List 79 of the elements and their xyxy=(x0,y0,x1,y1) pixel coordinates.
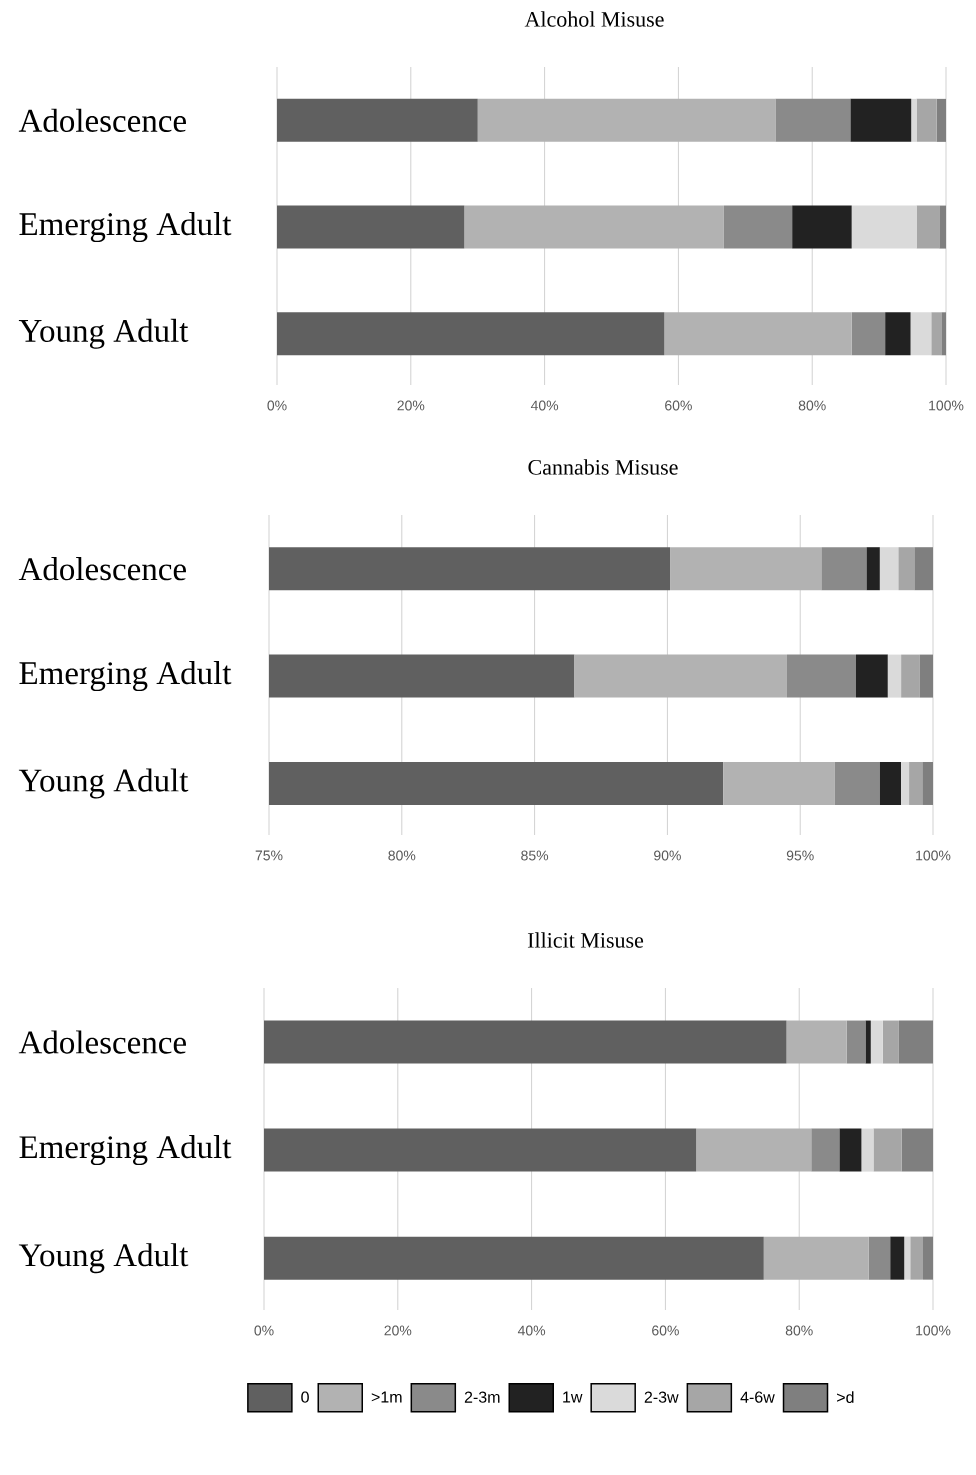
bar xyxy=(931,312,942,356)
bar xyxy=(664,312,852,356)
legend-label: 4-6w xyxy=(740,1391,775,1403)
bar xyxy=(939,205,947,249)
x-tick-label: 80% xyxy=(785,1325,813,1336)
bar xyxy=(936,98,947,142)
bar xyxy=(839,1128,862,1172)
bar xyxy=(922,1236,934,1280)
bar xyxy=(865,1020,871,1064)
chart-title: Illicit Misuse xyxy=(527,932,644,948)
bar xyxy=(786,1020,847,1064)
x-tick-label: 80% xyxy=(388,850,416,861)
x-tick-label: 40% xyxy=(517,1325,546,1336)
x-tick-label: 0% xyxy=(254,1325,274,1336)
legend-label: 2-3m xyxy=(464,1391,500,1403)
bar xyxy=(910,1236,923,1280)
bar xyxy=(901,1128,934,1172)
bar xyxy=(941,312,947,356)
x-tick-label: 85% xyxy=(521,850,549,861)
bar xyxy=(861,1128,874,1172)
bar xyxy=(464,205,724,249)
x-tick-label: 90% xyxy=(654,850,681,861)
bar xyxy=(916,98,937,142)
y-tick-label: Emerging Adult xyxy=(19,1135,232,1166)
legend-label: >d xyxy=(837,1391,854,1404)
legend-label: 1w xyxy=(563,1391,583,1403)
bar xyxy=(477,98,776,142)
bar xyxy=(870,1020,883,1064)
legend-label: 0 xyxy=(301,1391,309,1403)
bar xyxy=(851,312,886,356)
bar xyxy=(277,312,665,356)
bar xyxy=(916,205,940,249)
bar xyxy=(264,1236,764,1280)
y-tick-label: Adolescence xyxy=(18,1030,186,1054)
x-tick-label: 95% xyxy=(786,850,814,861)
bar xyxy=(873,1128,902,1172)
x-tick-label: 0% xyxy=(267,400,287,411)
legend-label: >1m xyxy=(371,1391,402,1403)
bar xyxy=(850,98,912,142)
y-tick-label: Young Adult xyxy=(18,318,189,349)
bar xyxy=(885,312,911,356)
bar xyxy=(264,1128,697,1172)
x-tick-label: 100% xyxy=(916,1325,951,1336)
x-tick-label: 60% xyxy=(665,400,692,411)
bar xyxy=(868,1236,891,1280)
x-tick-label: 40% xyxy=(530,400,559,411)
x-tick-label: 80% xyxy=(798,400,826,411)
y-tick-label: Young Adult xyxy=(18,1243,189,1274)
bar xyxy=(904,1236,911,1280)
x-tick-label: 100% xyxy=(916,850,951,861)
y-tick-label: Adolescence xyxy=(18,557,186,581)
bar xyxy=(911,98,917,142)
y-tick-label: Emerging Adult xyxy=(19,661,232,692)
bar xyxy=(775,98,851,142)
bar xyxy=(890,1236,905,1280)
x-tick-label: 20% xyxy=(384,1325,412,1336)
x-tick-label: 75% xyxy=(255,850,283,861)
bar xyxy=(846,1020,866,1064)
bar xyxy=(898,1020,934,1064)
legend-label: 2-3w xyxy=(644,1391,679,1403)
x-tick-label: 20% xyxy=(397,400,425,411)
bar xyxy=(792,205,852,249)
bar xyxy=(277,205,465,249)
bar xyxy=(851,205,917,249)
bar xyxy=(264,1020,787,1064)
bar xyxy=(763,1236,869,1280)
x-tick-label: 60% xyxy=(652,1325,679,1336)
chart-title: Alcohol Misuse xyxy=(524,11,664,27)
y-tick-label: Young Adult xyxy=(18,768,189,799)
chart-title: Cannabis Misuse xyxy=(528,459,678,475)
bar xyxy=(910,312,932,356)
y-tick-label: Emerging Adult xyxy=(19,212,232,243)
bar xyxy=(811,1128,840,1172)
bar xyxy=(277,98,478,142)
bar xyxy=(882,1020,899,1064)
y-tick-label: Adolescence xyxy=(18,108,186,132)
x-tick-label: 100% xyxy=(929,400,964,411)
bar xyxy=(696,1128,812,1172)
bar xyxy=(723,205,793,249)
